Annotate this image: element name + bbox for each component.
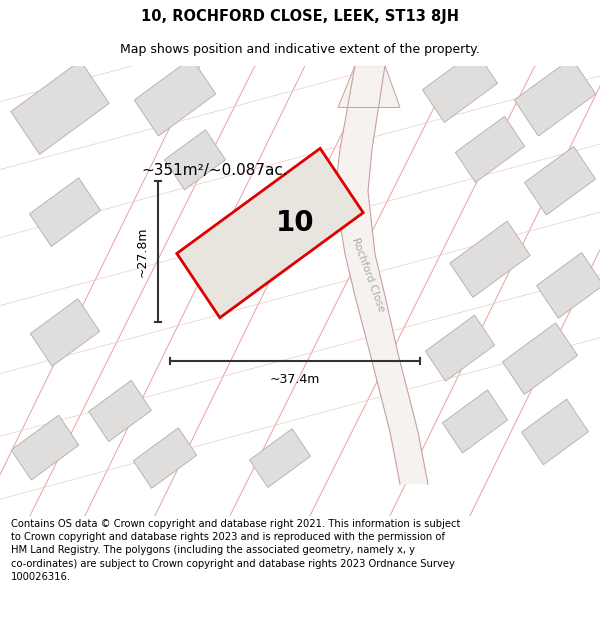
Polygon shape — [89, 381, 151, 442]
Text: 10, ROCHFORD CLOSE, LEEK, ST13 8JH: 10, ROCHFORD CLOSE, LEEK, ST13 8JH — [141, 9, 459, 24]
Polygon shape — [502, 323, 578, 394]
Text: 10: 10 — [275, 209, 314, 237]
Text: ~27.8m: ~27.8m — [136, 226, 149, 277]
Polygon shape — [514, 58, 596, 136]
Polygon shape — [250, 429, 310, 488]
Polygon shape — [521, 399, 589, 465]
Polygon shape — [177, 148, 363, 318]
Text: Rochford Close: Rochford Close — [350, 236, 386, 313]
Polygon shape — [335, 66, 428, 484]
Text: Contains OS data © Crown copyright and database right 2021. This information is : Contains OS data © Crown copyright and d… — [11, 519, 460, 582]
Polygon shape — [425, 315, 494, 381]
Polygon shape — [442, 390, 508, 453]
Polygon shape — [31, 299, 100, 366]
Polygon shape — [450, 221, 530, 298]
Text: ~351m²/~0.087ac.: ~351m²/~0.087ac. — [142, 162, 289, 177]
Polygon shape — [524, 146, 595, 215]
Text: ~37.4m: ~37.4m — [270, 373, 320, 386]
Polygon shape — [422, 51, 497, 122]
Polygon shape — [536, 253, 600, 318]
Polygon shape — [11, 61, 109, 154]
Polygon shape — [164, 130, 226, 190]
Polygon shape — [133, 428, 197, 488]
Polygon shape — [11, 415, 79, 480]
Polygon shape — [455, 116, 524, 182]
Text: Map shows position and indicative extent of the property.: Map shows position and indicative extent… — [120, 42, 480, 56]
Polygon shape — [338, 66, 400, 108]
Polygon shape — [29, 178, 100, 246]
Polygon shape — [134, 58, 216, 136]
